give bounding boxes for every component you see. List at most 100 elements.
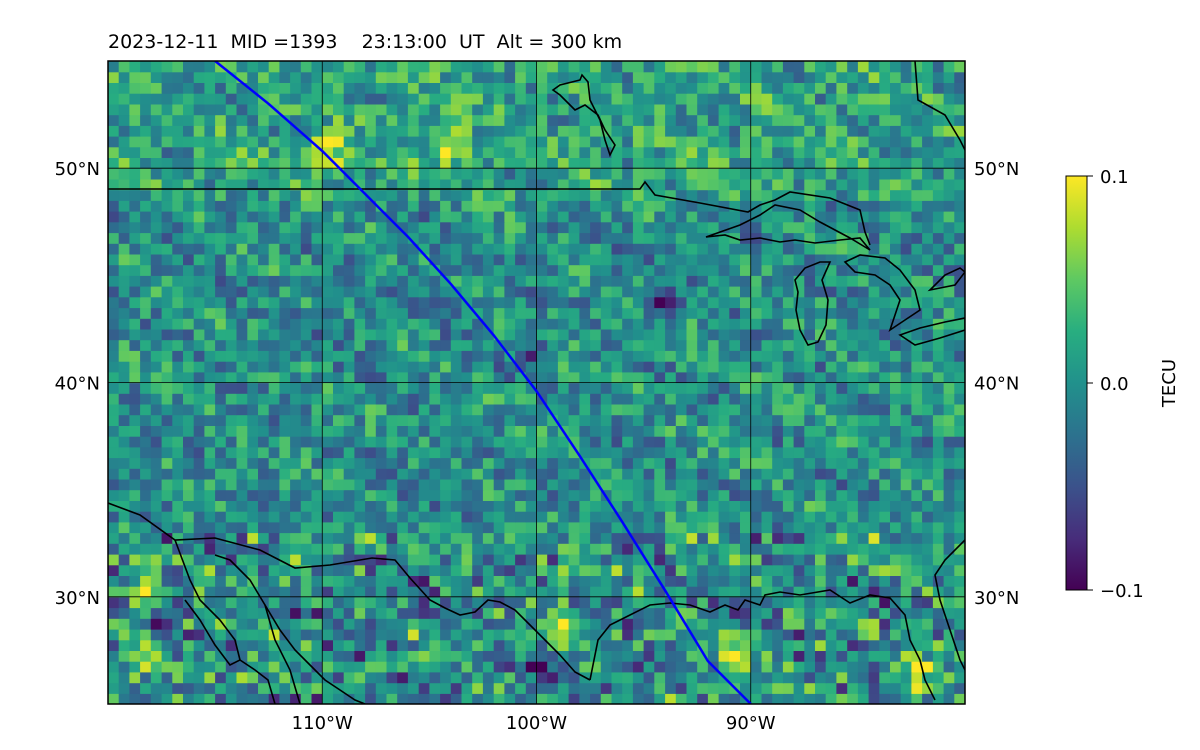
- heatmap-cell: [815, 596, 827, 609]
- heatmap-cell: [215, 178, 227, 191]
- heatmap-cell: [782, 671, 795, 684]
- heatmap-cell: [258, 478, 270, 491]
- heatmap-cell: [879, 146, 891, 158]
- heatmap-cell: [740, 286, 752, 298]
- heatmap-cell: [750, 671, 763, 684]
- heatmap-cell: [943, 489, 955, 501]
- heatmap-cell: [772, 103, 784, 116]
- heatmap-cell: [161, 371, 173, 384]
- heatmap-cell: [557, 189, 570, 201]
- heatmap-cell: [911, 168, 923, 180]
- heatmap-cell: [290, 554, 302, 566]
- heatmap-cell: [118, 125, 130, 137]
- heatmap-cell: [750, 103, 763, 116]
- heatmap-cell: [697, 296, 709, 309]
- heatmap-cell: [311, 543, 323, 555]
- heatmap-cell: [932, 596, 945, 609]
- heatmap-cell: [333, 436, 345, 448]
- heatmap-cell: [611, 575, 623, 587]
- heatmap-cell: [215, 232, 227, 244]
- heatmap-cell: [118, 425, 130, 437]
- heatmap-cell: [333, 511, 345, 523]
- heatmap-cell: [504, 511, 516, 523]
- heatmap-cell: [740, 414, 752, 426]
- heatmap-cell: [204, 425, 216, 437]
- heatmap-cell: [247, 361, 259, 373]
- heatmap-cell: [461, 361, 473, 373]
- heatmap-cell: [793, 350, 805, 362]
- heatmap-cell: [675, 275, 688, 287]
- heatmap-cell: [204, 221, 216, 234]
- heatmap-cell: [900, 157, 912, 169]
- heatmap-cell: [354, 146, 366, 158]
- heatmap-cell: [311, 575, 323, 587]
- heatmap-cell: [611, 543, 623, 555]
- heatmap-cell: [365, 682, 377, 694]
- heatmap-cell: [515, 661, 527, 673]
- heatmap-cell: [922, 671, 934, 684]
- heatmap-cell: [525, 500, 538, 512]
- heatmap-cell: [397, 661, 409, 673]
- heatmap-cell: [815, 639, 827, 651]
- heatmap-cell: [665, 243, 677, 255]
- colorbar-tick-label: −0.1: [1100, 581, 1144, 602]
- heatmap-cell: [718, 564, 730, 576]
- heatmap-cell: [547, 146, 559, 158]
- heatmap-cell: [482, 468, 495, 480]
- heatmap-cell: [472, 232, 484, 244]
- heatmap-cell: [365, 296, 377, 309]
- heatmap-cell: [665, 264, 677, 276]
- heatmap-cell: [568, 661, 580, 673]
- heatmap-cell: [536, 103, 548, 116]
- heatmap-cell: [707, 543, 720, 555]
- heatmap-cell: [236, 82, 248, 94]
- heatmap-cell: [600, 253, 613, 266]
- heatmap-cell: [643, 136, 655, 148]
- heatmap-cell: [322, 136, 334, 148]
- heatmap-cell: [193, 200, 205, 212]
- heatmap-cell: [815, 350, 827, 362]
- heatmap-cell: [557, 286, 570, 298]
- heatmap-cell: [707, 232, 720, 244]
- heatmap-cell: [258, 414, 270, 426]
- heatmap-cell: [333, 211, 345, 223]
- heatmap-cell: [525, 650, 538, 662]
- heatmap-cell: [750, 275, 763, 287]
- heatmap-cell: [333, 93, 345, 105]
- heatmap-cell: [793, 307, 805, 319]
- heatmap-cell: [847, 103, 859, 116]
- heatmap-cell: [911, 693, 923, 704]
- heatmap-cell: [772, 511, 784, 523]
- heatmap-cell: [290, 146, 302, 158]
- heatmap-cell: [600, 382, 613, 394]
- heatmap-cell: [547, 661, 559, 673]
- heatmap-cell: [536, 275, 548, 287]
- heatmap-cell: [836, 114, 848, 126]
- heatmap-cell: [440, 328, 452, 341]
- heatmap-cell: [407, 286, 420, 298]
- heatmap-cell: [836, 403, 848, 416]
- heatmap-cell: [740, 382, 752, 394]
- heatmap-cell: [600, 178, 613, 191]
- heatmap-cell: [343, 82, 355, 94]
- heatmap-cell: [611, 478, 623, 491]
- heatmap-cell: [654, 607, 666, 619]
- heatmap-cell: [954, 71, 965, 83]
- heatmap-cell: [161, 103, 173, 116]
- heatmap-cell: [215, 307, 227, 319]
- heatmap-cell: [590, 178, 602, 191]
- heatmap-cell: [375, 125, 388, 137]
- heatmap-cell: [279, 361, 291, 373]
- heatmap-cell: [258, 361, 270, 373]
- heatmap-cell: [761, 607, 773, 619]
- heatmap-cell: [108, 682, 120, 694]
- heatmap-cell: [622, 661, 634, 673]
- heatmap-cell: [472, 286, 484, 298]
- heatmap-cell: [172, 661, 184, 673]
- heatmap-cell: [418, 457, 430, 469]
- heatmap-cell: [140, 618, 152, 630]
- heatmap-cell: [161, 339, 173, 351]
- heatmap-cell: [375, 339, 388, 351]
- heatmap-cell: [129, 339, 141, 351]
- tec-heatmap: [108, 61, 965, 704]
